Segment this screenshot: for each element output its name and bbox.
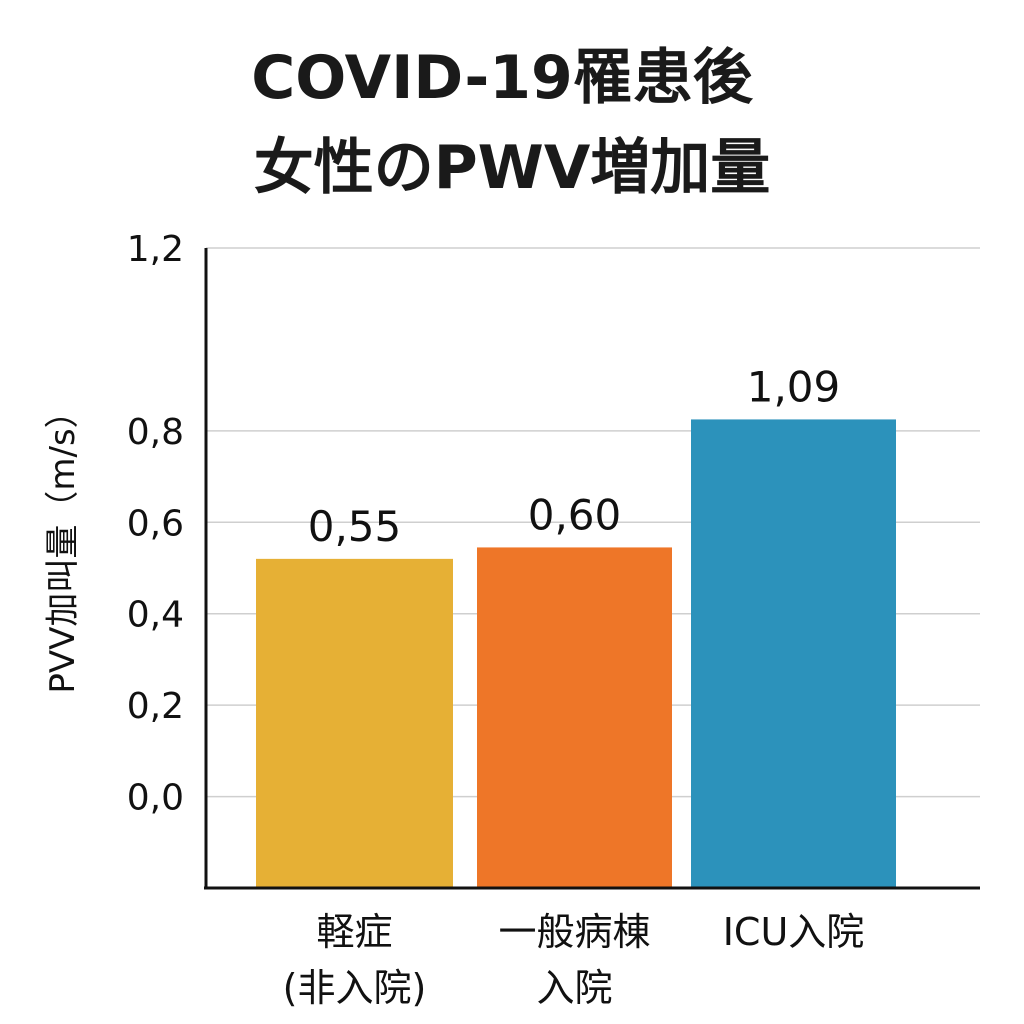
bars	[256, 419, 896, 888]
y-tick-label: 1,2	[127, 229, 184, 270]
bar-value-label: 0,55	[308, 502, 402, 551]
y-tick-label: 0,6	[127, 503, 184, 544]
category-label: 軽症	[316, 910, 392, 954]
bar	[691, 419, 896, 888]
bar-value-label: 0,60	[528, 490, 622, 539]
chart-title-line-1: COVID-19罹患後	[251, 43, 754, 113]
category-label: ICU入院	[723, 910, 865, 954]
y-axis-label: PVV加叫量（m/s）	[43, 394, 83, 693]
y-tick-label: 0,8	[127, 412, 184, 453]
category-label: (非入院)	[283, 966, 427, 1010]
bar-value-label: 1,09	[747, 362, 841, 411]
y-tick-label: 0,0	[127, 778, 184, 819]
y-tick-labels: 0,0 0,2 0,4 0,6 0,8 1,2	[127, 229, 184, 819]
y-tick-label: 0,2	[127, 686, 184, 727]
category-label: 入院	[536, 966, 612, 1010]
chart-title: COVID-19罹患後 女性のPWV増加量	[251, 43, 770, 203]
bar	[477, 547, 672, 888]
y-tick-label: 0,4	[127, 595, 184, 636]
axes	[204, 248, 980, 890]
value-labels: 0,55 0,60 1,09	[308, 362, 841, 550]
chart-title-line-2: 女性のPWV増加量	[254, 133, 771, 203]
category-label: 一般病棟	[498, 910, 650, 954]
bar	[256, 558, 453, 888]
